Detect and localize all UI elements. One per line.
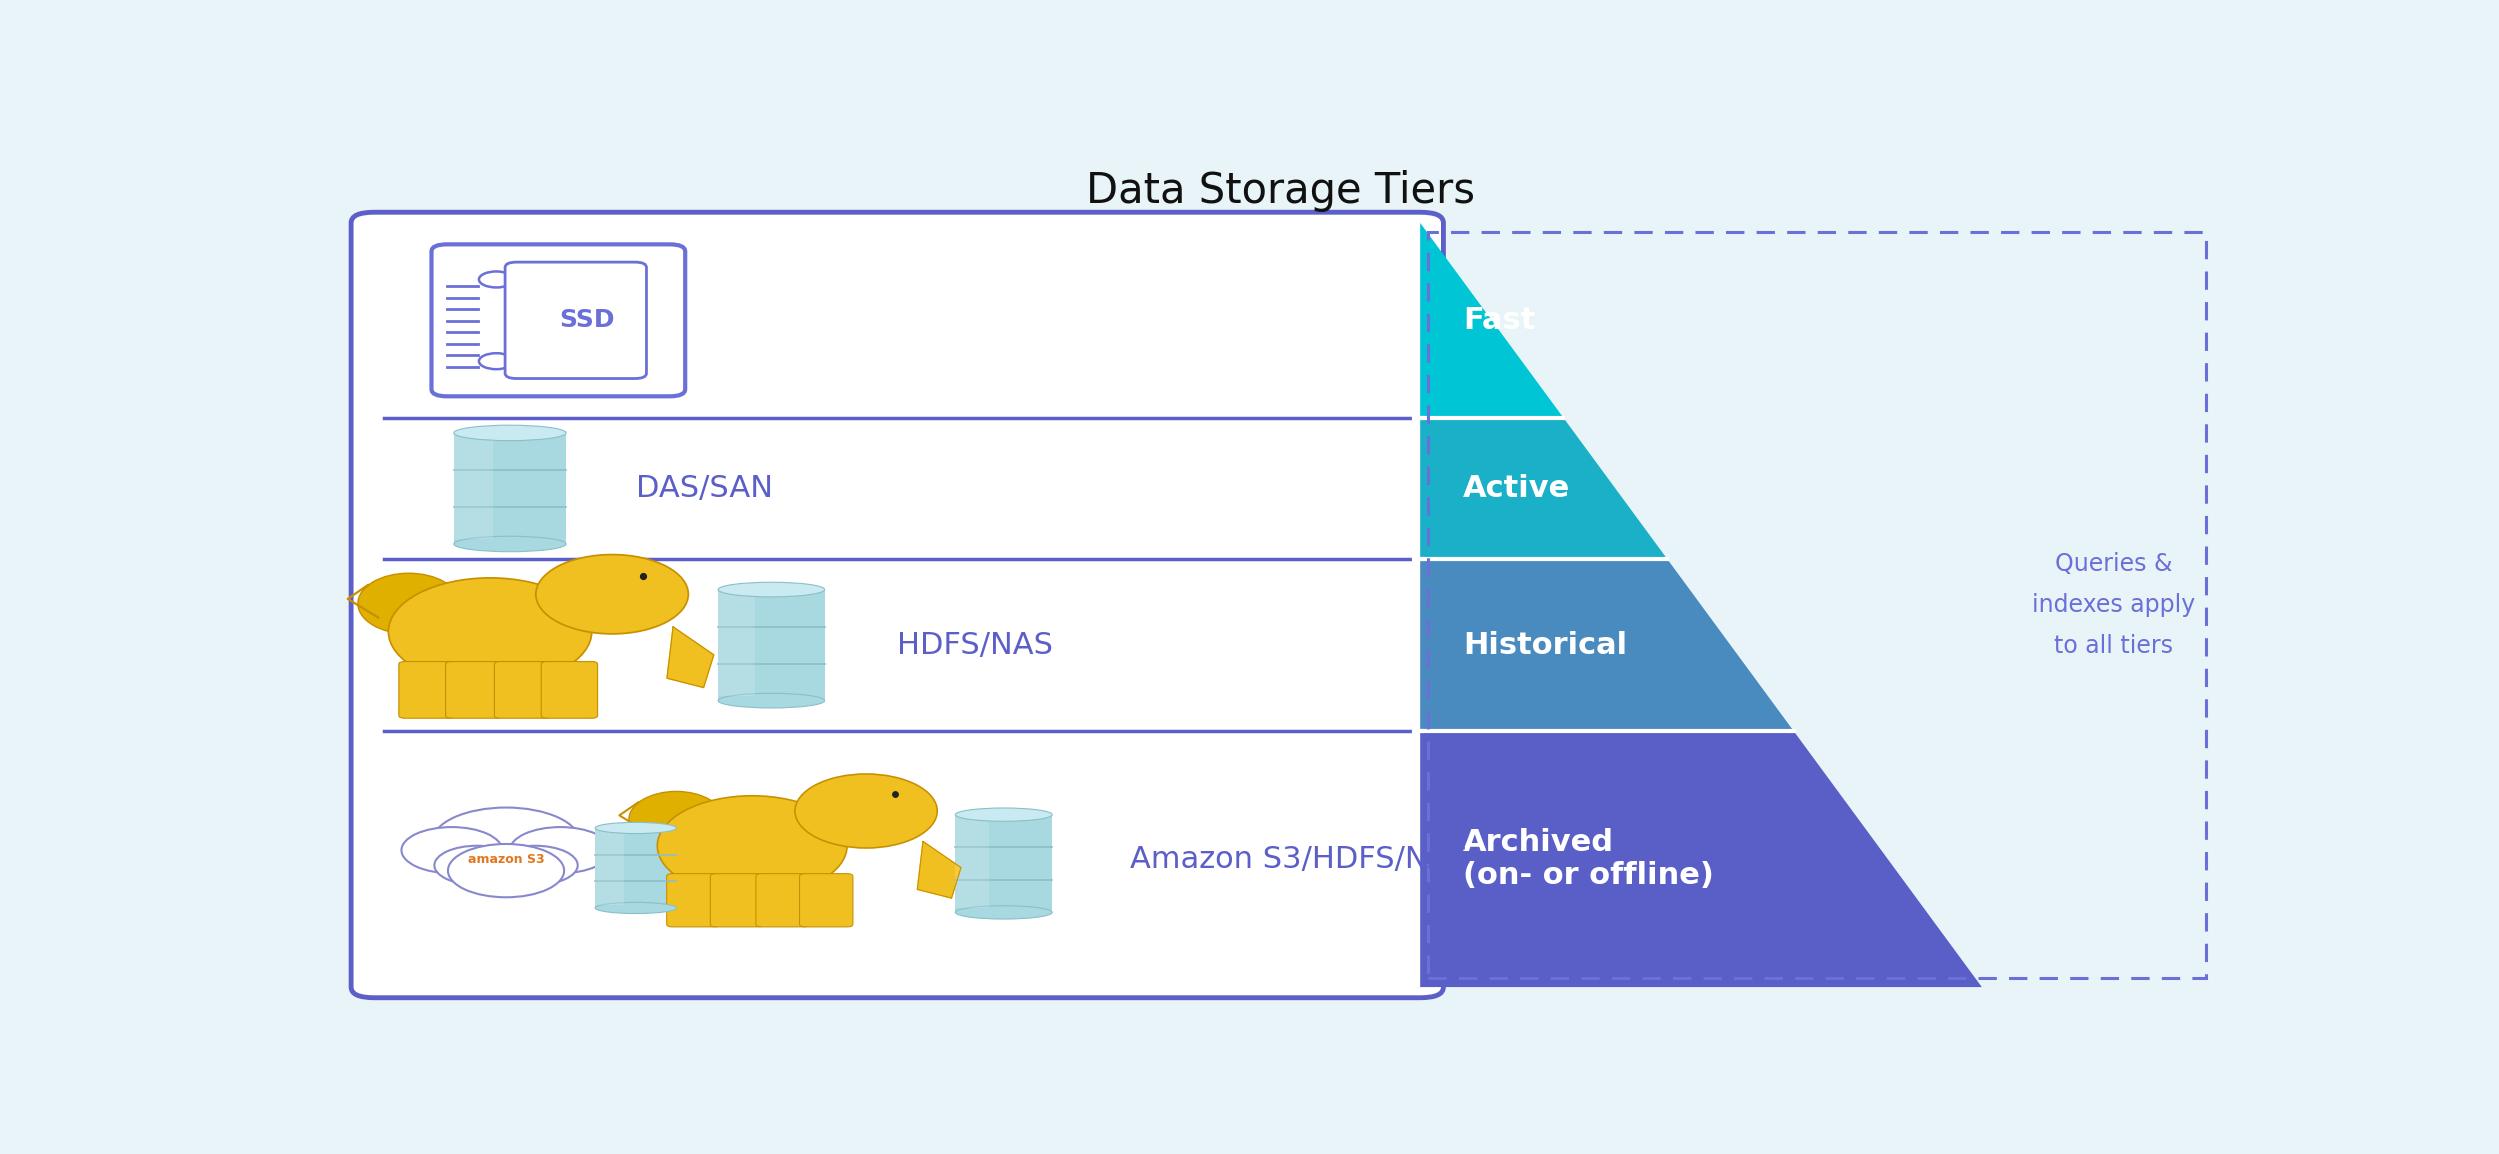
FancyBboxPatch shape — [542, 661, 597, 718]
Text: Queries &
indexes apply
to all tiers: Queries & indexes apply to all tiers — [2032, 552, 2194, 658]
FancyBboxPatch shape — [955, 815, 990, 908]
Bar — [455, 433, 567, 544]
FancyBboxPatch shape — [667, 874, 720, 927]
Ellipse shape — [595, 902, 677, 914]
Ellipse shape — [387, 578, 592, 685]
Circle shape — [432, 808, 580, 875]
FancyBboxPatch shape — [495, 661, 550, 718]
Ellipse shape — [595, 823, 677, 833]
FancyBboxPatch shape — [455, 433, 492, 539]
Circle shape — [402, 827, 502, 874]
Text: Amazon S3/HDFS/NAS: Amazon S3/HDFS/NAS — [1130, 845, 1467, 874]
FancyBboxPatch shape — [432, 245, 685, 396]
Ellipse shape — [357, 574, 460, 634]
Polygon shape — [667, 627, 715, 688]
Ellipse shape — [455, 537, 567, 552]
Ellipse shape — [657, 796, 847, 896]
FancyBboxPatch shape — [505, 262, 647, 379]
Polygon shape — [917, 841, 962, 898]
Ellipse shape — [630, 792, 725, 848]
Bar — [717, 590, 825, 700]
Circle shape — [447, 844, 565, 898]
Ellipse shape — [955, 906, 1052, 919]
Text: SSD: SSD — [560, 308, 615, 332]
FancyBboxPatch shape — [445, 661, 502, 718]
Polygon shape — [1419, 732, 1982, 987]
FancyBboxPatch shape — [710, 874, 765, 927]
Ellipse shape — [535, 555, 687, 634]
Ellipse shape — [955, 808, 1052, 822]
FancyBboxPatch shape — [717, 590, 755, 696]
Text: Active: Active — [1462, 474, 1569, 503]
Circle shape — [492, 846, 577, 885]
Text: Fast: Fast — [1462, 306, 1534, 335]
Ellipse shape — [455, 425, 567, 441]
Text: DAS/SAN: DAS/SAN — [635, 474, 772, 503]
FancyBboxPatch shape — [755, 874, 810, 927]
FancyBboxPatch shape — [595, 827, 625, 905]
FancyBboxPatch shape — [400, 661, 455, 718]
Circle shape — [510, 827, 610, 874]
Text: Data Storage Tiers: Data Storage Tiers — [1087, 170, 1474, 211]
Polygon shape — [1419, 418, 1667, 560]
Circle shape — [435, 846, 520, 885]
Text: Historical: Historical — [1462, 630, 1627, 660]
FancyBboxPatch shape — [350, 212, 1444, 998]
Text: Archived
(on- or offline): Archived (on- or offline) — [1462, 827, 1714, 891]
Text: amazon S3: amazon S3 — [467, 854, 545, 867]
Bar — [595, 827, 677, 908]
Text: HDFS/NAS: HDFS/NAS — [897, 630, 1052, 660]
Ellipse shape — [717, 694, 825, 707]
FancyBboxPatch shape — [800, 874, 852, 927]
Ellipse shape — [717, 583, 825, 597]
Ellipse shape — [795, 774, 937, 848]
Bar — [955, 815, 1052, 913]
Polygon shape — [1419, 560, 1794, 732]
Polygon shape — [1419, 223, 1564, 418]
